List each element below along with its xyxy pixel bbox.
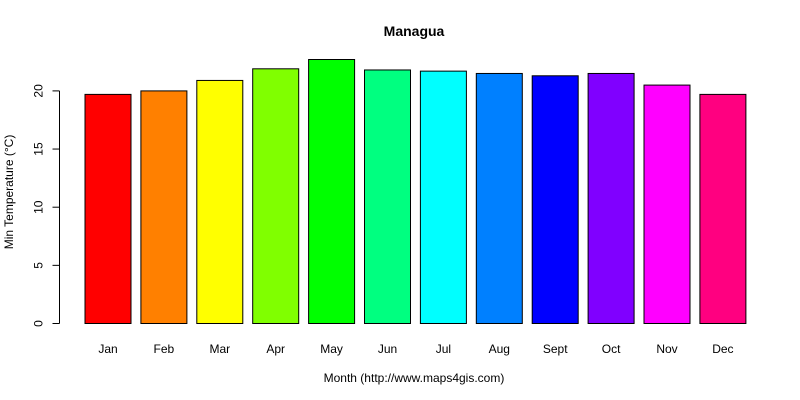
x-tick-label: Jan [98, 342, 117, 356]
y-tick-label: 5 [32, 262, 46, 269]
bar-sept [531, 75, 579, 324]
y-tick-label: 10 [32, 200, 46, 214]
x-tick-label: Sept [543, 342, 568, 356]
x-tick-label: Apr [266, 342, 285, 356]
x-tick-label: Aug [489, 342, 510, 356]
bar-jan [84, 93, 132, 325]
x-tick-labels: Jan Feb Mar Apr May Jun Jul Aug Sept Oct Nov Dec [98, 342, 733, 356]
x-tick-label: Jul [436, 342, 451, 356]
bars [84, 59, 747, 325]
bar-apr [252, 68, 300, 324]
x-tick-label: Mar [209, 342, 230, 356]
y-tick-label: 15 [32, 142, 46, 156]
bar-jul [419, 70, 467, 324]
x-tick-label: May [320, 342, 343, 356]
bar-mar [196, 79, 244, 325]
y-ticks: 0 5 10 15 20 [32, 84, 60, 327]
bar-jun [364, 69, 411, 324]
x-tick-label: Jun [378, 342, 397, 356]
x-tick-label: Feb [154, 342, 175, 356]
y-tick-label: 0 [32, 320, 46, 327]
bar-dec [699, 93, 747, 325]
bar-nov [643, 84, 691, 324]
bar-oct [587, 72, 635, 324]
bar-aug [475, 72, 523, 324]
x-axis-label: Month (http://www.maps4gis.com) [324, 371, 505, 385]
bar-feb [140, 90, 188, 324]
bar-may [308, 59, 356, 324]
y-axis-label: Min Temperature (°C) [2, 135, 16, 250]
y-tick-label: 20 [32, 84, 46, 98]
x-tick-label: Nov [656, 342, 677, 356]
chart-title: Managua [384, 23, 445, 39]
x-tick-label: Dec [712, 342, 733, 356]
x-tick-label: Oct [602, 342, 621, 356]
